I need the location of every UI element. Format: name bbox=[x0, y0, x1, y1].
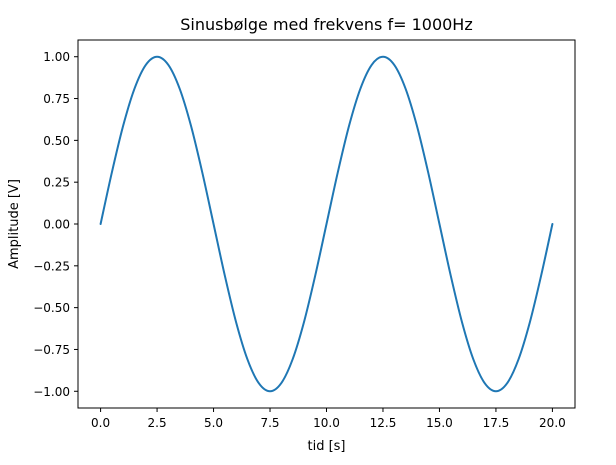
x-tick-label: 20.0 bbox=[539, 416, 566, 430]
y-tick-label: 1.00 bbox=[43, 50, 70, 64]
x-tick-label: 2.5 bbox=[148, 416, 167, 430]
x-tick-label: 0.0 bbox=[91, 416, 110, 430]
y-tick-label: 0.25 bbox=[43, 176, 70, 190]
y-tick-label: −0.75 bbox=[33, 343, 70, 357]
series-line-0 bbox=[99, 55, 554, 393]
y-tick-label: 0.00 bbox=[43, 218, 70, 232]
x-axis-ticks: 0.0 2.5 5.0 7.5 10.0 12.5 15.0 17.5 20.0 bbox=[91, 408, 566, 430]
x-tick-label: 7.5 bbox=[260, 416, 279, 430]
y-axis-ticks: 1.00 0.75 0.50 0.25 0.00 −0.25 −0.50 −0.75 −1.00 bbox=[33, 50, 78, 399]
x-axis-label: tid [s] bbox=[307, 439, 345, 454]
y-tick-label: 0.75 bbox=[43, 92, 70, 106]
y-tick-label: 0.50 bbox=[43, 134, 70, 148]
y-tick-label: −0.50 bbox=[33, 301, 70, 315]
x-tick-label: 12.5 bbox=[370, 416, 397, 430]
x-tick-label: 5.0 bbox=[204, 416, 223, 430]
y-axis-label: Amplitude [V] bbox=[7, 179, 22, 269]
y-tick-label: −1.00 bbox=[33, 385, 70, 399]
x-tick-label: 10.0 bbox=[313, 416, 340, 430]
x-tick-label: 17.5 bbox=[483, 416, 510, 430]
x-tick-label: 15.0 bbox=[426, 416, 453, 430]
plot-area bbox=[99, 55, 554, 393]
chart-title: Sinusbølge med frekvens f= 1000Hz bbox=[180, 15, 472, 34]
axes-frame bbox=[77, 39, 576, 409]
y-tick-label: −0.25 bbox=[33, 259, 70, 273]
